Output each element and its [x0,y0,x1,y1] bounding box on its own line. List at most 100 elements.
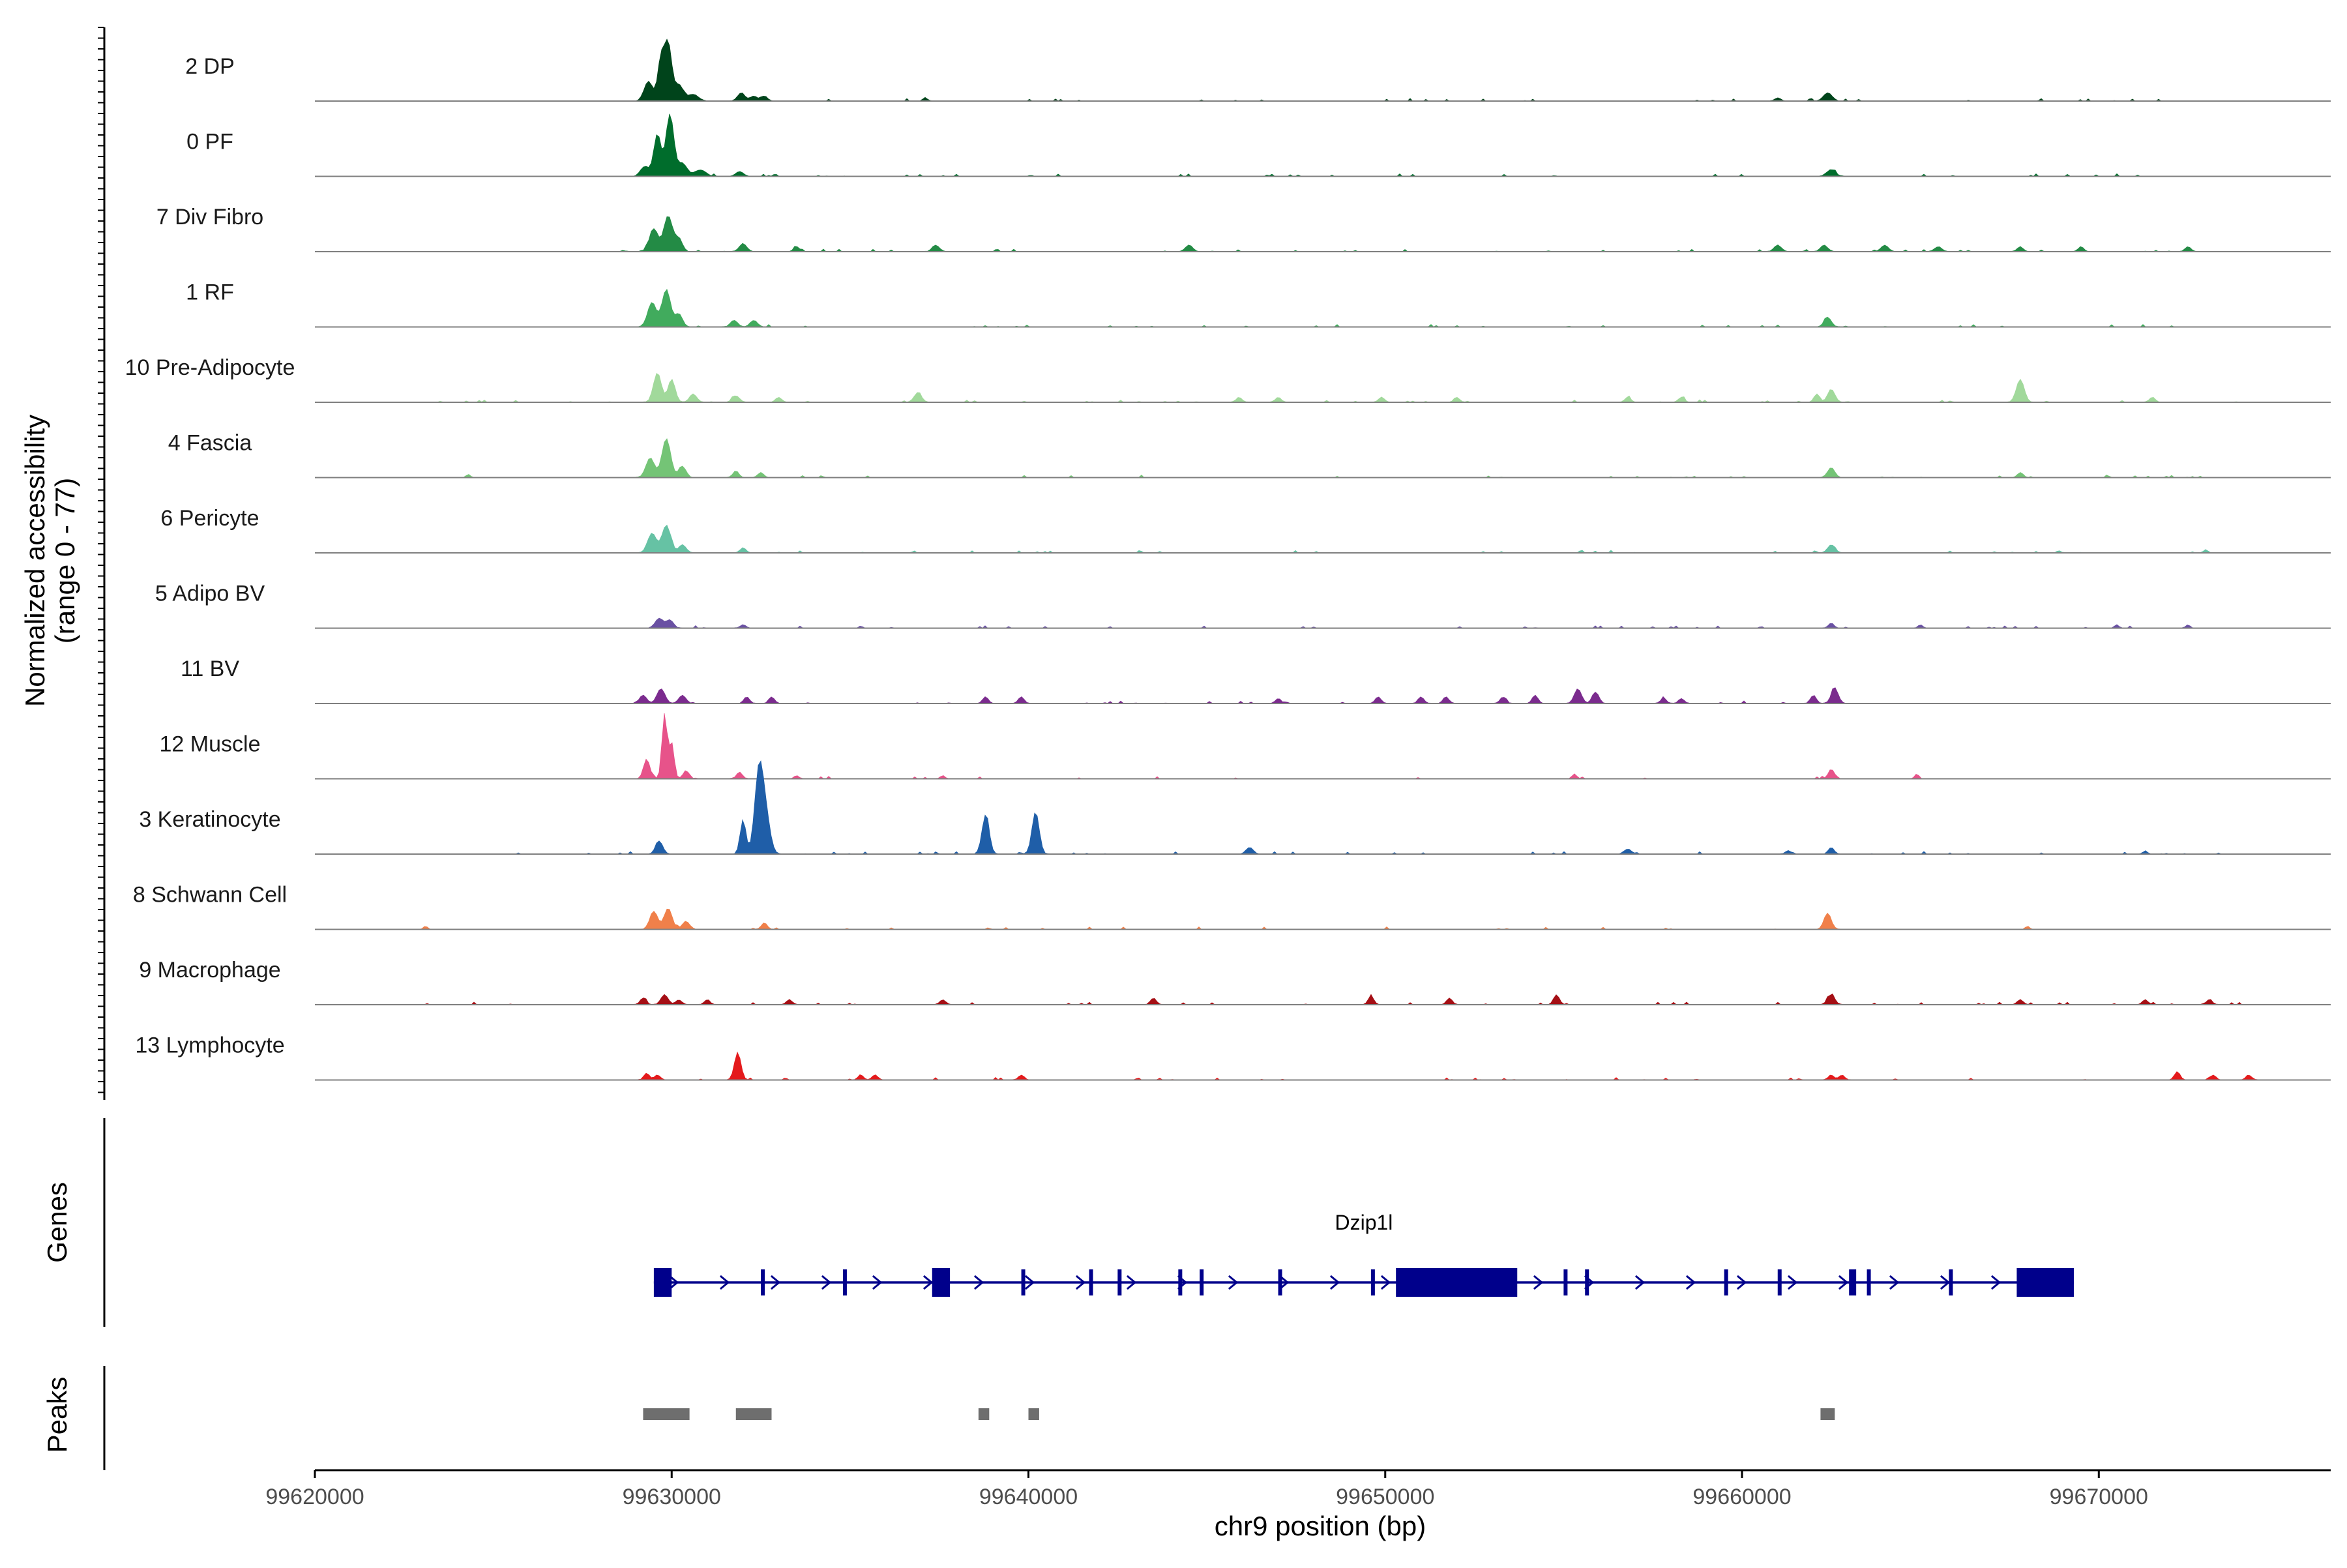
peak-region [735,1408,772,1420]
coverage-area [315,713,2331,779]
strand-arrow [1380,1275,1391,1290]
coverage-area [315,617,2331,629]
gene-exon [1278,1269,1282,1295]
strand-arrow [770,1275,781,1290]
coverage-area [315,993,2331,1005]
peak-region [643,1408,690,1420]
track-label: 2 DP [185,54,235,79]
coverage-area [315,438,2331,478]
strand-arrow [1075,1275,1086,1290]
strand-arrow [1278,1275,1290,1290]
gene-exon [842,1269,847,1295]
gene-exon [1200,1269,1204,1295]
track-3-keratinocyte: 3 Keratinocyte [139,760,2331,855]
track-label: 1 RF [186,280,234,305]
coverage-area [315,908,2331,930]
gene-exon [1178,1269,1183,1295]
strand-arrow [821,1275,832,1290]
gene-exon [1396,1268,1518,1297]
x-tick-label: 99620000 [265,1485,364,1509]
gene-exon [1370,1269,1375,1295]
coverage-area [315,760,2331,855]
coverage-area [315,216,2331,252]
track-label: 5 Adipo BV [155,582,265,606]
gene-exon [653,1268,672,1297]
track-1-rf: 1 RF [186,280,2331,328]
track-label: 7 Div Fibro [156,205,263,229]
peaks-track [643,1408,1835,1420]
track-7-div-fibro: 7 Div Fibro [156,205,2331,252]
strand-arrow [1634,1275,1646,1290]
strand-arrow [719,1275,730,1290]
gene-exon [1949,1269,1953,1295]
strand-arrow [1990,1275,2001,1290]
coverage-area [315,687,2331,704]
coverage-area [315,113,2331,177]
track-10-pre-adipocyte: 10 Pre-Adipocyte [125,355,2331,403]
track-4-fascia: 4 Fascia [168,431,2331,479]
y-axis-title: Normalized accessibility (range 0 - 77) [20,415,80,707]
track-5-adipo-bv: 5 Adipo BV [155,582,2331,629]
strand-arrow [1533,1275,1544,1290]
track-label: 0 PF [186,130,233,155]
coverage-area [315,524,2331,554]
gene-exon [1777,1269,1782,1295]
gene-exon [1117,1269,1122,1295]
strand-arrow [1329,1275,1340,1290]
gene-exon [1563,1269,1568,1295]
coverage-area [315,1051,2331,1080]
strand-arrow [1940,1275,1951,1290]
y-axis-title-line-1: Normalized accessibility [20,415,50,707]
track-label: 8 Schwann Cell [133,883,287,908]
peaks-panel-title: Peaks [42,1377,72,1453]
track-13-lymphocyte: 13 Lymphocyte [135,1033,2331,1081]
strand-arrow [1024,1275,1035,1290]
strand-arrow [1126,1275,1137,1290]
peak-region [978,1408,990,1420]
strand-arrow [872,1275,883,1290]
strand-arrow [973,1275,984,1290]
gene-exon [1585,1269,1589,1295]
gene-dzip1l: Dzip1l [653,1211,2074,1297]
track-9-macrophage: 9 Macrophage [139,958,2331,1005]
gene-exon [1867,1269,1871,1295]
coverage-area [315,289,2331,327]
track-label: 12 Muscle [160,732,261,757]
gene-exon [1724,1269,1728,1295]
gene-exon [1849,1269,1857,1295]
coverage-area [315,38,2331,102]
peak-region [1028,1408,1039,1420]
x-tick-label: 99670000 [2050,1485,2148,1509]
track-2-dp: 2 DP [185,38,2331,102]
gene-exon [1021,1269,1026,1295]
x-axis-title: chr9 position (bp) [1215,1511,1426,1541]
track-label: 11 BV [181,657,239,681]
track-label: 4 Fascia [168,431,252,456]
track-12-muscle: 12 Muscle [160,713,2331,780]
track-label: 6 Pericyte [160,506,259,531]
track-8-schwann-cell: 8 Schwann Cell [133,883,2331,930]
track-label: 10 Pre-Adipocyte [125,355,295,380]
y-axis-title-line-2: (range 0 - 77) [50,478,80,643]
gene-exon [2016,1268,2074,1297]
x-tick-label: 99630000 [623,1485,721,1509]
track-label: 13 Lymphocyte [135,1033,284,1058]
track-11-bv: 11 BV [181,657,2331,704]
track-6-pericyte: 6 Pericyte [160,506,2331,554]
track-label: 3 Keratinocyte [139,807,280,832]
coverage-area [315,373,2331,403]
gene-annotation: Dzip1l [653,1211,2074,1297]
strand-arrow [1228,1275,1239,1290]
strand-arrow [1736,1275,1747,1290]
strand-arrow [1838,1275,1849,1290]
gene-exon [932,1268,951,1297]
x-tick-label: 99650000 [1336,1485,1434,1509]
strand-arrow [668,1275,679,1290]
track-label: 9 Macrophage [139,958,280,983]
x-tick-label: 99640000 [979,1485,1078,1509]
genes-panel-title: Genes [42,1182,72,1263]
strand-arrow [1889,1275,1900,1290]
gene-exon [1089,1269,1093,1295]
